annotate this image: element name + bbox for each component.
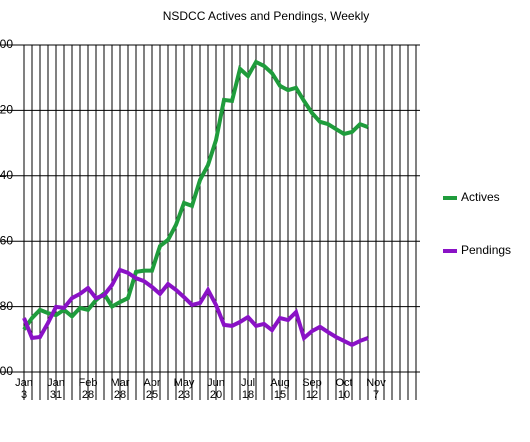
y-tick-label: 80 bbox=[0, 299, 13, 313]
series-line bbox=[22, 267, 369, 348]
x-tick-label: Mar 28 bbox=[110, 377, 130, 401]
x-tick-label: Apr 25 bbox=[143, 377, 161, 401]
x-tick-label: Oct 10 bbox=[335, 377, 353, 401]
x-tick-label: Jun 20 bbox=[207, 377, 225, 401]
chart-title: NSDCC Actives and Pendings, Weekly bbox=[163, 9, 370, 23]
legend-label: Pendings bbox=[461, 243, 511, 257]
x-tick-label: Nov 7 bbox=[366, 377, 386, 401]
series-line bbox=[22, 59, 369, 331]
x-tick-label: Aug 15 bbox=[270, 377, 290, 401]
x-tick-label: Jan 3 bbox=[15, 377, 33, 401]
y-tick-label: 00 bbox=[0, 37, 13, 51]
x-tick-label: Jan 31 bbox=[47, 377, 65, 401]
x-tick-label: May 23 bbox=[173, 377, 195, 401]
y-tick-label: 20 bbox=[0, 103, 13, 117]
x-tick-label: Feb 28 bbox=[78, 377, 98, 401]
x-tick-label: Sep 12 bbox=[302, 377, 322, 401]
y-tick-label: 40 bbox=[0, 168, 13, 182]
legend-label: Actives bbox=[461, 190, 500, 204]
y-tick-label: 00 bbox=[0, 364, 13, 378]
y-tick-label: 60 bbox=[0, 233, 13, 247]
x-tick-label: Jul 18 bbox=[240, 377, 256, 401]
